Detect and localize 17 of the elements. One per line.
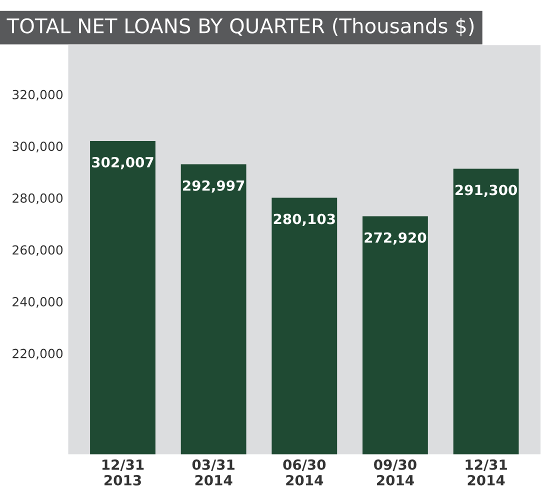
data-label: 272,920 [364, 232, 426, 245]
x-tick-label: 12/31 2013 [102, 459, 144, 486]
data-label: 302,007 [92, 156, 154, 170]
y-tick-label: 260,000 [12, 245, 63, 256]
data-label: 292,997 [183, 180, 244, 193]
x-tick-label: 03/31 2014 [192, 459, 234, 486]
data-label: 280,103 [274, 214, 335, 226]
chart-title: TOTAL NET LOANS BY QUARTER (Thousands $) [6, 18, 474, 36]
y-tick-label: 320,000 [12, 90, 63, 101]
y-tick-label: 220,000 [12, 348, 63, 360]
y-tick-label: 240,000 [12, 297, 63, 308]
x-tick-label: 12/31 2014 [466, 459, 507, 486]
x-tick-label: 06/30 2014 [283, 459, 326, 486]
y-tick-label: 300,000 [12, 142, 63, 152]
y-tick-label: 280,000 [12, 193, 63, 204]
x-tick-label: 09/30 2014 [374, 459, 416, 486]
data-label: 291,300 [456, 184, 518, 198]
